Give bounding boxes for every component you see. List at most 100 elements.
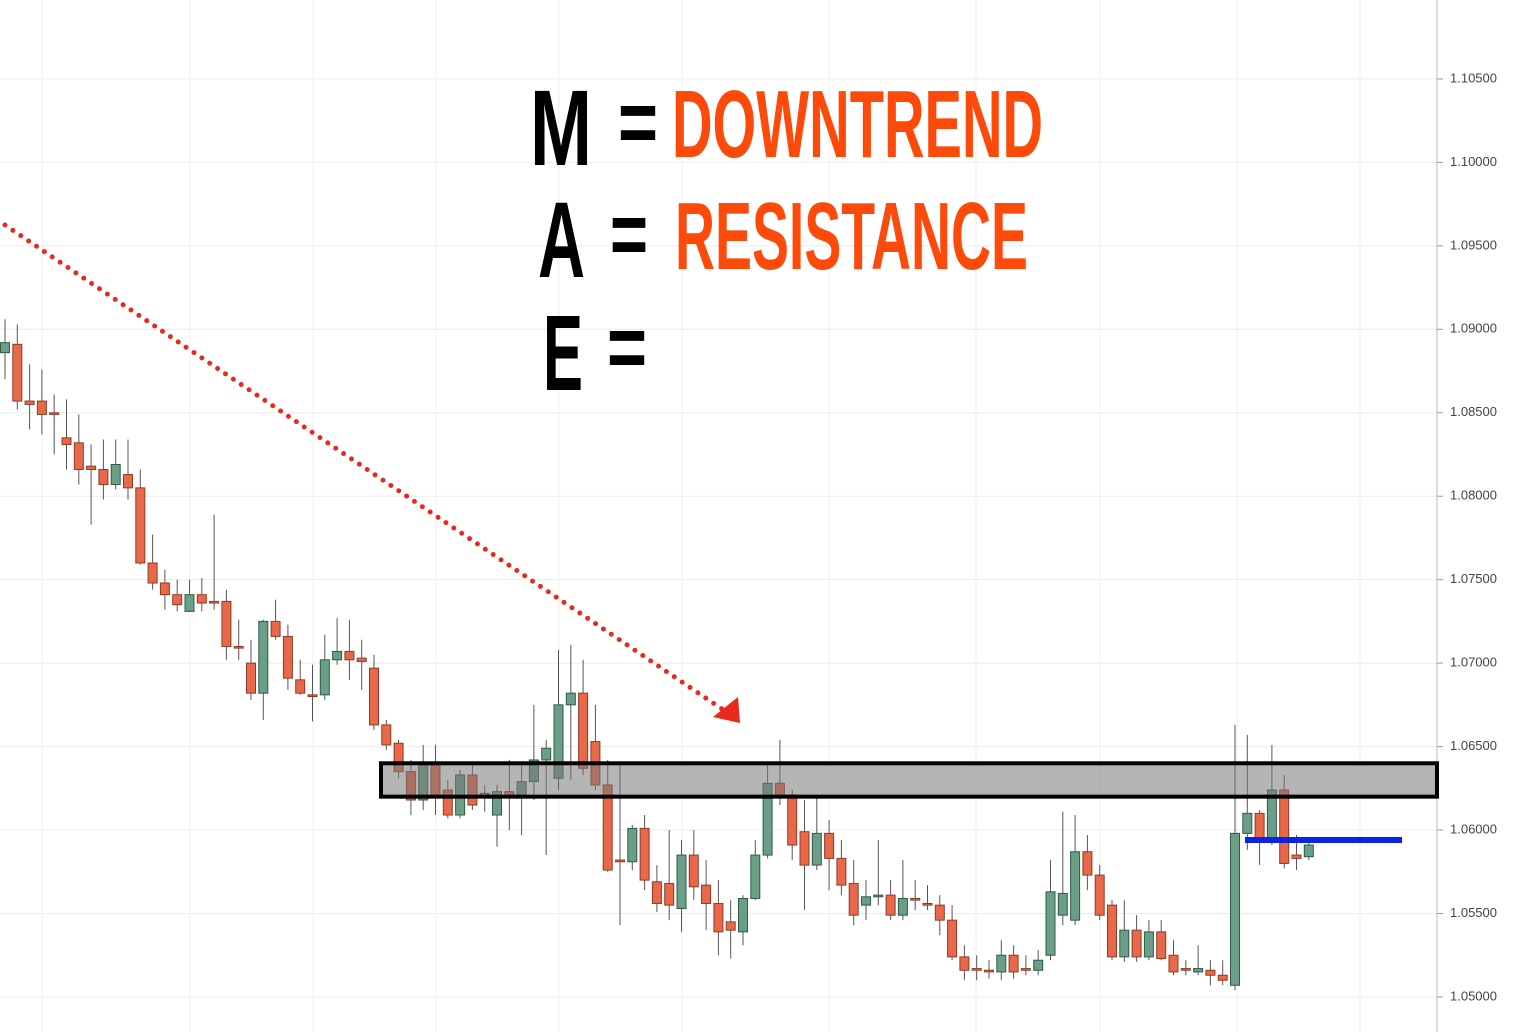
y-tick-label: 1.10000 (1450, 154, 1497, 169)
y-tick-label: 1.08000 (1450, 488, 1497, 503)
candle-body (86, 465, 97, 471)
candle-body (848, 882, 859, 916)
candle-body (110, 464, 121, 486)
candle-body (1033, 959, 1044, 971)
y-tick-label: 1.10500 (1450, 70, 1497, 85)
candle-body (1180, 968, 1191, 971)
candle-body (1107, 904, 1117, 958)
trend-arrow-head (713, 697, 740, 723)
candle-body (381, 724, 392, 746)
candle-body (959, 956, 970, 971)
candle-body (0, 342, 10, 354)
candle-body (344, 650, 355, 661)
y-tick-label: 1.07000 (1450, 655, 1497, 670)
y-tick-label: 1.09500 (1450, 237, 1497, 252)
candle-body (12, 343, 23, 402)
candle-body (1082, 851, 1093, 876)
candle-body (1193, 968, 1204, 973)
candle-body (282, 635, 293, 679)
y-tick-label: 1.05500 (1450, 905, 1497, 920)
candle-body (651, 881, 662, 904)
candle-body (664, 882, 675, 906)
annotation-text: RESISTANCE (675, 183, 1028, 290)
candle-body (947, 919, 958, 958)
candle-body (221, 600, 232, 647)
annotation-letter: M (530, 67, 592, 188)
candle-body (49, 412, 60, 415)
candle-body (996, 954, 1007, 973)
candle-body (1119, 929, 1130, 958)
candle-body (24, 400, 35, 405)
candle-body (172, 594, 183, 606)
candle-body (196, 594, 207, 604)
candle-body (688, 854, 699, 888)
candle-body (541, 747, 552, 761)
candle-body (1070, 851, 1081, 921)
candle-body (565, 692, 576, 706)
candle-body (1279, 789, 1290, 864)
candle-body (73, 442, 84, 471)
candle-body (750, 854, 761, 899)
candle-body (295, 679, 306, 694)
candle-body (836, 857, 847, 886)
y-tick-label: 1.07500 (1450, 571, 1497, 586)
candle-body (270, 620, 281, 637)
candle-body (332, 650, 343, 661)
candle-body (787, 794, 798, 846)
candle-body (1045, 891, 1056, 956)
plot (0, 319, 1314, 991)
candle-body (135, 487, 146, 564)
resistance-zone (379, 761, 1439, 799)
y-tick-label: 1.05000 (1450, 988, 1497, 1003)
annotation-equals: = (610, 185, 648, 285)
y-tick-label: 1.06000 (1450, 821, 1497, 836)
candle-body (676, 854, 687, 909)
candle-body (233, 645, 244, 649)
candle-body (873, 894, 884, 898)
candle-body (1008, 954, 1019, 973)
candle-body (971, 968, 982, 971)
candle-body (1217, 974, 1228, 981)
candle-body (159, 582, 170, 596)
candle-body (1020, 968, 1031, 971)
candle-body (1291, 854, 1302, 859)
y-tick-label: 1.09000 (1450, 321, 1497, 336)
trend-arrow-line (2, 222, 725, 712)
candle-body (1094, 874, 1105, 916)
candle-body (209, 600, 220, 604)
candle-body (1131, 929, 1142, 958)
annotation-equals: = (607, 298, 647, 398)
candle-body (246, 662, 256, 694)
candle-body (615, 859, 625, 863)
candle-body (934, 904, 945, 921)
candle-body (1242, 812, 1253, 834)
candle-body (824, 832, 835, 859)
candle-body (713, 902, 724, 933)
candle-body (1143, 931, 1154, 958)
candle-body (1156, 931, 1167, 960)
candle-body (627, 827, 638, 863)
annotation-letter: A (538, 179, 585, 300)
candle-body (910, 897, 921, 901)
candle-body (369, 667, 379, 726)
candle-body (1205, 969, 1216, 976)
candle-body (738, 897, 748, 933)
candle-body (885, 894, 896, 916)
candle-body (184, 594, 195, 612)
candle-body (61, 437, 72, 445)
candle-body (861, 896, 871, 906)
candle-body (984, 969, 994, 973)
candle-body (147, 562, 158, 584)
candle-body (1303, 844, 1314, 858)
candle-body (356, 657, 367, 662)
candle-body (319, 659, 330, 696)
y-tick-label: 1.08500 (1450, 404, 1497, 419)
candle-body (725, 921, 736, 931)
candle-body (1254, 812, 1265, 839)
candle-body (897, 897, 908, 916)
candle-body (258, 620, 269, 694)
candle-body (1230, 832, 1240, 986)
annotation-equals: = (618, 73, 658, 173)
